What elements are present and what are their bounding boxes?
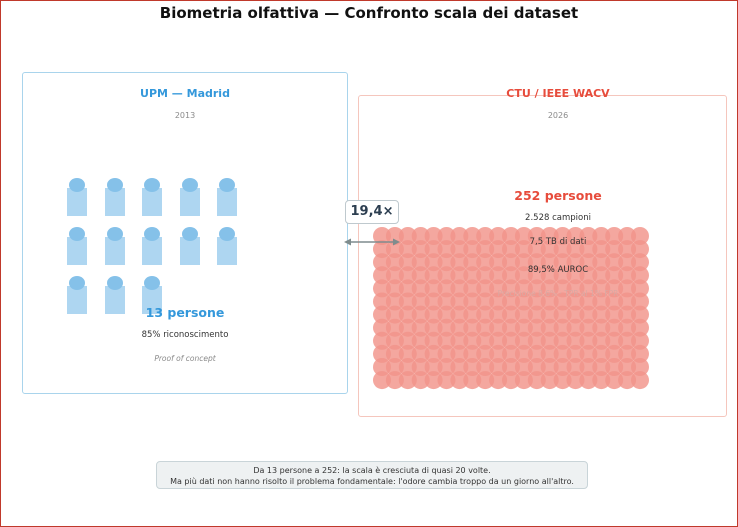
right-year: 2026	[547, 111, 569, 120]
person-icon	[104, 276, 126, 314]
caption-line-1: Da 13 persone a 252: la scala è cresciut…	[253, 466, 491, 475]
double-arrow-icon	[344, 238, 400, 246]
person-icon	[216, 227, 238, 265]
person-icon	[104, 178, 126, 216]
person-icon	[141, 178, 163, 216]
panel-upm-madrid	[22, 72, 348, 394]
right-auroc: 89,5% AUROC	[527, 265, 589, 275]
person-icon	[104, 227, 126, 265]
person-icon	[179, 178, 201, 216]
person-icon	[179, 227, 201, 265]
caption-box: Da 13 persone a 252: la scala è cresciut…	[156, 461, 588, 489]
panel-ctu-ieee	[358, 95, 727, 417]
right-institution: CTU / IEEE WACV	[506, 87, 610, 100]
person-icon	[216, 178, 238, 216]
scale-ratio-badge: 19,4×	[345, 200, 399, 224]
right-data-size: 7,5 TB di dati	[529, 237, 587, 247]
person-icon	[141, 227, 163, 265]
right-samples: 2.528 campioni	[525, 213, 591, 223]
person-icon	[66, 178, 88, 216]
left-institution: UPM — Madrid	[140, 87, 230, 100]
left-recognition: 85% riconoscimento	[141, 330, 229, 340]
person-icon	[141, 276, 163, 314]
left-note: Proof of concept	[154, 354, 216, 363]
figure-title: Biometria olfattiva — Confronto scala de…	[159, 4, 579, 22]
left-year: 2013	[174, 111, 196, 120]
left-people-count: 13 persone	[145, 305, 225, 320]
person-icon	[66, 227, 88, 265]
right-faint-note: Precisione 8,6% · TPR al 1% FPR	[497, 289, 619, 298]
caption-line-2: Ma più dati non hanno risolto il problem…	[170, 477, 574, 486]
person-icon	[66, 276, 88, 314]
right-people-count: 252 persone	[514, 188, 602, 203]
